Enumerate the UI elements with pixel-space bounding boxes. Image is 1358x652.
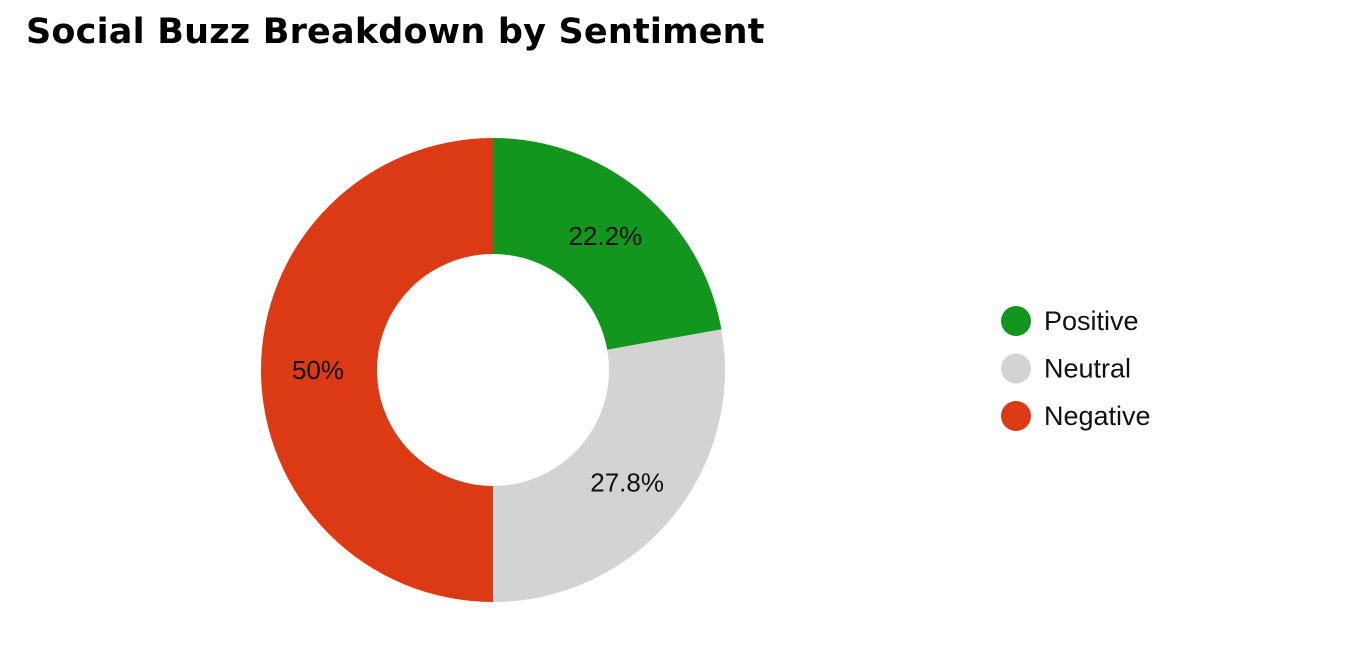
legend-label-neutral: Neutral — [1044, 354, 1131, 384]
slice-label-neutral: 27.8% — [590, 467, 664, 497]
slice-label-negative: 50% — [292, 355, 344, 385]
legend-marker-positive — [1001, 306, 1031, 336]
legend-marker-neutral — [1001, 353, 1031, 384]
legend-label-positive: Positive — [1044, 306, 1139, 336]
donut-slices — [261, 138, 725, 602]
slice-label-positive: 22.2% — [569, 221, 643, 251]
legend-label-negative: Negative — [1044, 401, 1151, 431]
slice-labels: 22.2% 27.8% 50% — [292, 221, 664, 498]
chart-title: Social Buzz Breakdown by Sentiment — [26, 12, 765, 52]
slice-neutral — [493, 329, 725, 602]
legend-marker-negative — [1001, 401, 1031, 431]
slice-negative — [261, 138, 493, 602]
chart-legend: Positive Neutral Negative — [1001, 306, 1151, 431]
slice-positive — [493, 138, 722, 350]
